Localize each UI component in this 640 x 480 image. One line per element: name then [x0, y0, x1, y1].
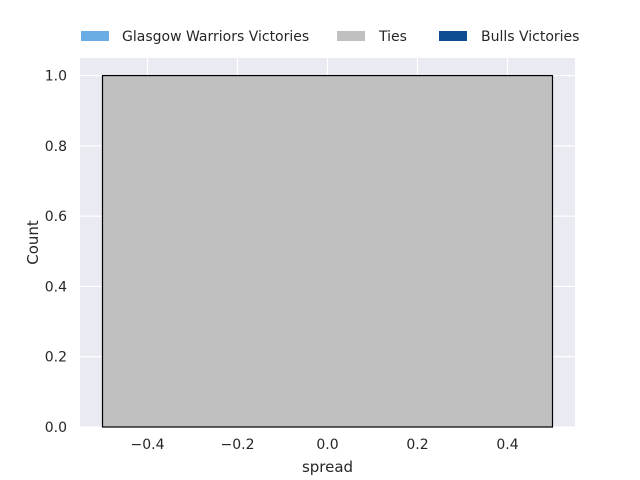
legend-label-0: Glasgow Warriors Victories: [122, 29, 309, 45]
legend-label-1: Ties: [378, 29, 407, 45]
x-tick-labels: −0.4 −0.2 0.0 0.2 0.4: [131, 437, 519, 453]
x-axis-label: spread: [302, 458, 353, 476]
y-tick-label-1: 0.2: [45, 350, 67, 366]
x-tick-label-0: −0.4: [131, 437, 165, 453]
x-tick-label-3: 0.2: [406, 437, 428, 453]
bars: [101, 74, 554, 428]
y-axis-label: Count: [24, 220, 42, 265]
bar-series-1-bin-0: [101, 74, 554, 428]
legend-label-2: Bulls Victories: [481, 29, 579, 45]
y-tick-label-3: 0.6: [45, 209, 67, 225]
y-tick-labels: 0.0 0.2 0.4 0.6 0.8 1.0: [45, 69, 67, 436]
y-tick-label-5: 1.0: [45, 69, 67, 85]
x-tick-label-1: −0.2: [221, 437, 255, 453]
y-tick-label-4: 0.8: [45, 139, 67, 155]
x-tick-label-4: 0.4: [496, 437, 518, 453]
legend: Glasgow Warriors Victories Ties Bulls Vict…: [81, 29, 579, 45]
x-tick-label-2: 0.0: [316, 437, 338, 453]
legend-swatch-0: [81, 31, 109, 41]
y-tick-label-0: 0.0: [45, 420, 67, 436]
y-tick-label-2: 0.4: [45, 279, 67, 295]
legend-swatch-2: [439, 31, 467, 41]
legend-swatch-1: [337, 31, 365, 41]
